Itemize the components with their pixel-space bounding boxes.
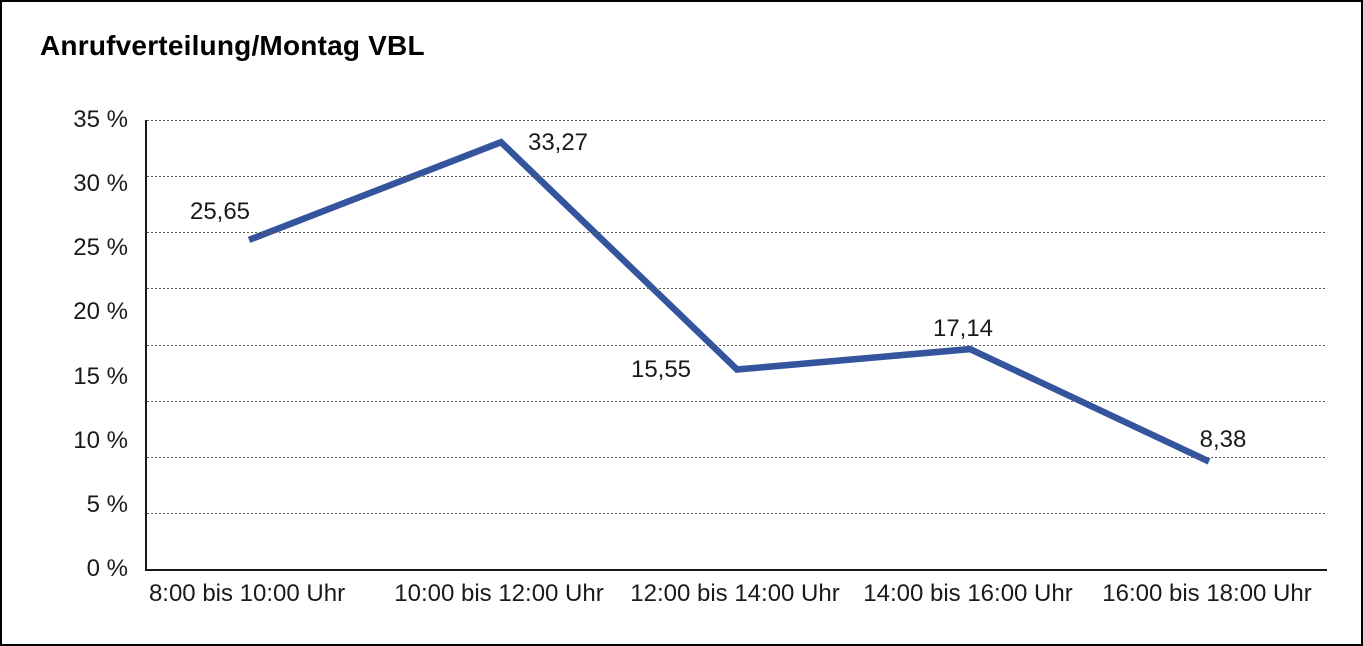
gridline — [147, 512, 1327, 514]
gridline — [147, 176, 1327, 178]
gridline — [147, 456, 1327, 458]
y-axis-label: 20 % — [73, 298, 128, 326]
x-axis-label: 8:00 bis 10:00 Uhr — [148, 580, 346, 607]
data-label: 17,14 — [932, 315, 994, 343]
gridline — [147, 232, 1327, 234]
y-axis-label: 5 % — [86, 490, 128, 518]
data-line-layer — [247, 138, 1211, 465]
data-label: 33,27 — [527, 129, 589, 157]
gridline — [147, 400, 1327, 402]
y-axis-label: 25 % — [73, 234, 128, 262]
data-label: 8,38 — [1199, 425, 1247, 453]
data-line — [247, 138, 1211, 465]
data-label: 25,65 — [189, 197, 251, 225]
gridline — [147, 344, 1327, 346]
x-axis-label: 10:00 bis 12:00 Uhr — [394, 580, 604, 607]
gridline — [147, 288, 1327, 290]
plot-area — [145, 120, 1327, 571]
y-axis-label: 30 % — [73, 170, 128, 198]
gridline — [147, 120, 1327, 121]
x-axis-label: 14:00 bis 16:00 Uhr — [863, 580, 1073, 607]
x-axis-label: 16:00 bis 18:00 Uhr — [1102, 580, 1312, 607]
y-axis-label: 0 % — [86, 555, 128, 582]
y-axis-label: 35 % — [73, 106, 128, 133]
y-axis-label: 10 % — [73, 426, 128, 454]
data-label: 15,55 — [630, 355, 692, 383]
y-axis-label: 15 % — [73, 362, 128, 390]
x-axis-label: 12:00 bis 14:00 Uhr — [630, 580, 840, 607]
chart-title: Anrufverteilung/Montag VBL — [40, 30, 425, 61]
